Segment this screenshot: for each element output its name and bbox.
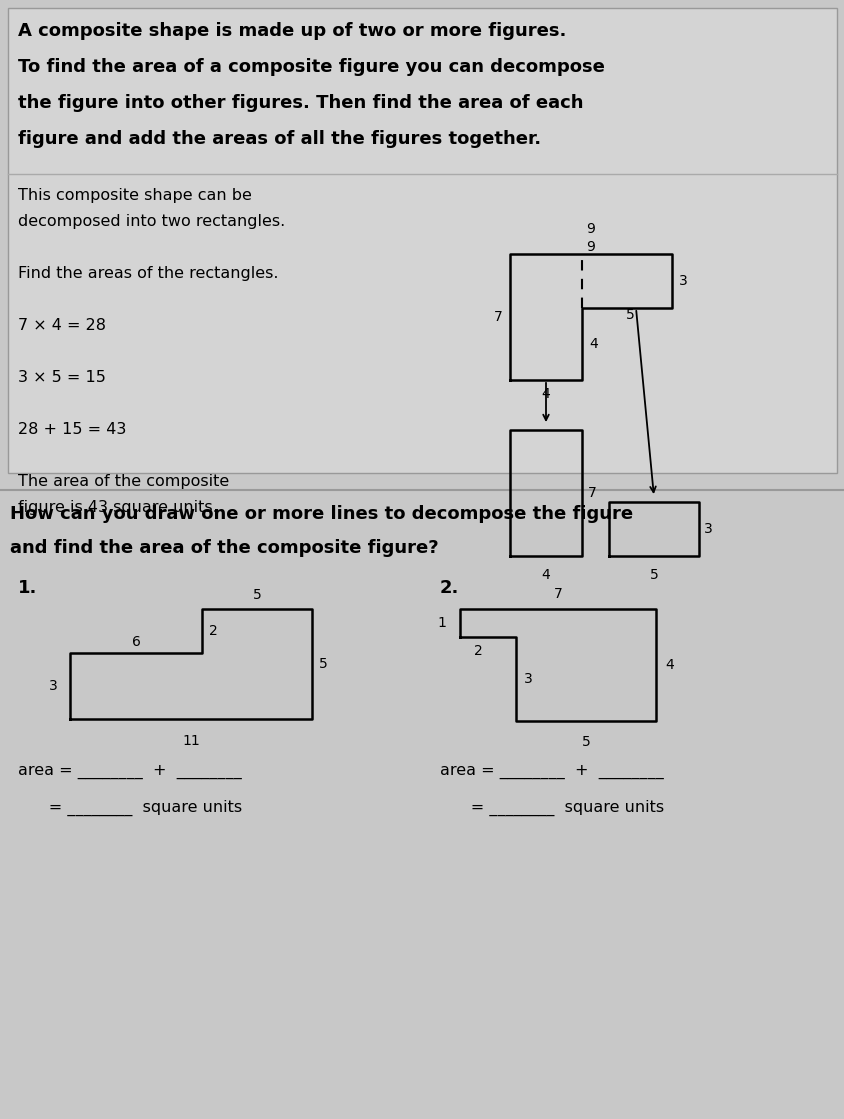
Text: How can you draw one or more lines to decompose the figure: How can you draw one or more lines to de… <box>10 505 632 523</box>
Text: 4: 4 <box>541 568 549 582</box>
Text: 2: 2 <box>473 645 482 658</box>
Text: 9: 9 <box>586 239 595 254</box>
Text: 7 × 4 = 28: 7 × 4 = 28 <box>18 318 106 333</box>
Text: A composite shape is made up of two or more figures.: A composite shape is made up of two or m… <box>18 22 565 40</box>
Text: 4: 4 <box>541 387 549 402</box>
Text: 3: 3 <box>49 679 58 693</box>
Text: 7: 7 <box>553 586 562 601</box>
Text: 5: 5 <box>252 589 261 602</box>
Text: 2.: 2. <box>440 579 459 598</box>
Text: The area of the composite: The area of the composite <box>18 474 229 489</box>
Text: 4: 4 <box>588 337 598 351</box>
Text: decomposed into two rectangles.: decomposed into two rectangles. <box>18 214 285 229</box>
Text: = ________  square units: = ________ square units <box>440 800 663 816</box>
Text: 5: 5 <box>625 308 634 322</box>
Text: = ________  square units: = ________ square units <box>18 800 242 816</box>
Text: figure and add the areas of all the figures together.: figure and add the areas of all the figu… <box>18 130 540 148</box>
Text: This composite shape can be: This composite shape can be <box>18 188 252 203</box>
Text: To find the area of a composite figure you can decompose: To find the area of a composite figure y… <box>18 58 604 76</box>
Text: 1: 1 <box>436 615 446 630</box>
Text: 5: 5 <box>318 657 327 671</box>
Text: 7: 7 <box>494 310 502 325</box>
Text: figure is 43 square units.: figure is 43 square units. <box>18 500 218 515</box>
Text: Find the areas of the rectangles.: Find the areas of the rectangles. <box>18 266 279 281</box>
Text: and find the area of the composite figure?: and find the area of the composite figur… <box>10 539 438 557</box>
Text: 5: 5 <box>581 735 590 749</box>
Text: 28 + 15 = 43: 28 + 15 = 43 <box>18 422 127 438</box>
Text: the figure into other figures. Then find the area of each: the figure into other figures. Then find… <box>18 94 583 112</box>
Text: 7: 7 <box>587 486 596 500</box>
Text: 3 × 5 = 15: 3 × 5 = 15 <box>18 370 106 385</box>
Bar <box>8 8 836 473</box>
Text: area = ________  +  ________: area = ________ + ________ <box>440 764 663 779</box>
Text: area = ________  +  ________: area = ________ + ________ <box>18 764 241 779</box>
Text: 5: 5 <box>649 568 657 582</box>
Text: 3: 3 <box>524 673 533 686</box>
Text: 3: 3 <box>704 521 712 536</box>
Text: 6: 6 <box>132 634 140 649</box>
Text: 4: 4 <box>665 658 674 673</box>
Text: 1.: 1. <box>18 579 37 598</box>
Text: 3: 3 <box>679 274 687 288</box>
Text: 9: 9 <box>586 222 595 236</box>
Text: 2: 2 <box>208 624 217 638</box>
Text: 11: 11 <box>182 734 200 747</box>
